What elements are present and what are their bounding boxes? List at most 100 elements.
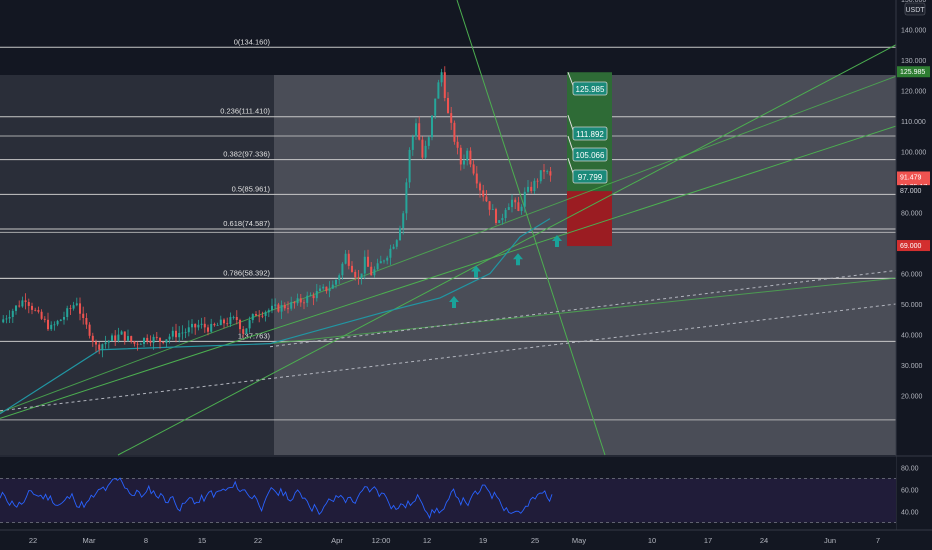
candle-body bbox=[159, 337, 161, 342]
candle-body bbox=[149, 341, 152, 343]
candle-body bbox=[21, 300, 24, 307]
price-tag bbox=[897, 66, 930, 78]
candle-body bbox=[88, 324, 91, 336]
time-tick: 22 bbox=[29, 536, 37, 545]
candle-body bbox=[245, 328, 248, 334]
candle-body bbox=[31, 305, 33, 310]
candle-body bbox=[395, 240, 398, 247]
candle-body bbox=[152, 336, 155, 343]
time-tick: Apr bbox=[331, 536, 343, 545]
candle-body bbox=[226, 323, 229, 325]
candle-body bbox=[274, 304, 277, 306]
candle-body bbox=[315, 291, 318, 299]
candle-body bbox=[495, 209, 497, 224]
candle-body bbox=[434, 98, 437, 116]
candle-body bbox=[517, 202, 520, 211]
candle-body bbox=[271, 305, 273, 311]
candle-body bbox=[456, 141, 459, 148]
candle-body bbox=[239, 320, 241, 330]
candle-body bbox=[507, 207, 510, 210]
candle-body bbox=[463, 160, 465, 165]
time-tick: 17 bbox=[704, 536, 712, 545]
candle-body bbox=[411, 136, 414, 150]
price-tick: 60.000 bbox=[901, 272, 923, 279]
candle-body bbox=[523, 191, 526, 207]
price-tick: 30.000 bbox=[901, 363, 923, 370]
price-tag bbox=[897, 185, 930, 197]
time-tick: 22 bbox=[254, 536, 262, 545]
candle-body bbox=[85, 318, 88, 325]
dashed-channel-lower bbox=[0, 303, 897, 412]
candle-body bbox=[472, 164, 475, 174]
candle-body bbox=[143, 337, 145, 344]
candle-body bbox=[536, 180, 539, 182]
trend-line-upper bbox=[0, 75, 897, 413]
candle-body bbox=[335, 279, 337, 285]
candle-body bbox=[322, 286, 325, 289]
candle-body bbox=[146, 337, 149, 342]
rsi-line bbox=[0, 477, 553, 520]
candle-body bbox=[139, 343, 142, 345]
candle-body bbox=[344, 253, 347, 264]
target-badge bbox=[572, 169, 608, 184]
candle-body bbox=[184, 332, 187, 334]
fib-label: 0.786(58.392) bbox=[223, 268, 270, 277]
candle-body bbox=[527, 186, 529, 192]
candle-body bbox=[261, 315, 264, 317]
candle-body bbox=[370, 266, 373, 276]
fib-region-left bbox=[0, 75, 274, 455]
candle-body bbox=[459, 147, 462, 165]
candle-body bbox=[280, 305, 283, 312]
candle-body bbox=[155, 336, 158, 338]
candle-body bbox=[389, 248, 392, 258]
candle-body bbox=[91, 335, 94, 342]
candle-body bbox=[50, 324, 53, 330]
candle-body bbox=[469, 150, 472, 165]
candle-body bbox=[386, 257, 389, 261]
candle-body bbox=[242, 329, 245, 334]
candle-body bbox=[530, 186, 533, 192]
moving-average bbox=[0, 218, 551, 415]
candle-body bbox=[421, 139, 424, 158]
candle-body bbox=[210, 323, 213, 332]
candle-body bbox=[47, 319, 49, 330]
candle-body bbox=[162, 341, 165, 343]
time-tick: 12:00 bbox=[372, 536, 391, 545]
candle-body bbox=[197, 324, 200, 328]
price-tick: 20.000 bbox=[901, 394, 923, 401]
target-label: 111.892 bbox=[576, 130, 604, 139]
candle-body bbox=[18, 305, 21, 307]
candle-body bbox=[258, 315, 261, 317]
candle-body bbox=[306, 295, 309, 303]
target-badge bbox=[572, 126, 608, 141]
candle-body bbox=[219, 319, 222, 326]
candle-body bbox=[117, 334, 120, 341]
candle-body bbox=[405, 182, 408, 214]
price-tag-label: 69.000 bbox=[900, 243, 922, 250]
candle-body bbox=[408, 149, 411, 183]
price-tick: 130.000 bbox=[901, 58, 926, 65]
candle-body bbox=[303, 302, 305, 304]
candle-body bbox=[383, 260, 385, 262]
time-tick: 10 bbox=[648, 536, 656, 545]
candle-body bbox=[466, 150, 469, 161]
candle-body bbox=[520, 206, 523, 211]
candle-body bbox=[213, 323, 216, 326]
candle-body bbox=[367, 256, 369, 267]
candle-body bbox=[450, 113, 453, 123]
candle-body bbox=[328, 288, 331, 292]
candle-body bbox=[290, 302, 293, 309]
candle-body bbox=[187, 327, 190, 333]
candle-body bbox=[504, 209, 507, 219]
candle-body bbox=[104, 342, 107, 345]
support-line bbox=[269, 277, 897, 345]
price-tag bbox=[897, 240, 930, 252]
candle-body bbox=[5, 318, 8, 320]
trend-line-long bbox=[117, 44, 897, 456]
candle-body bbox=[415, 123, 417, 137]
candle-body bbox=[255, 314, 257, 316]
target-badge bbox=[572, 81, 608, 96]
time-tick: Jun bbox=[824, 536, 836, 545]
